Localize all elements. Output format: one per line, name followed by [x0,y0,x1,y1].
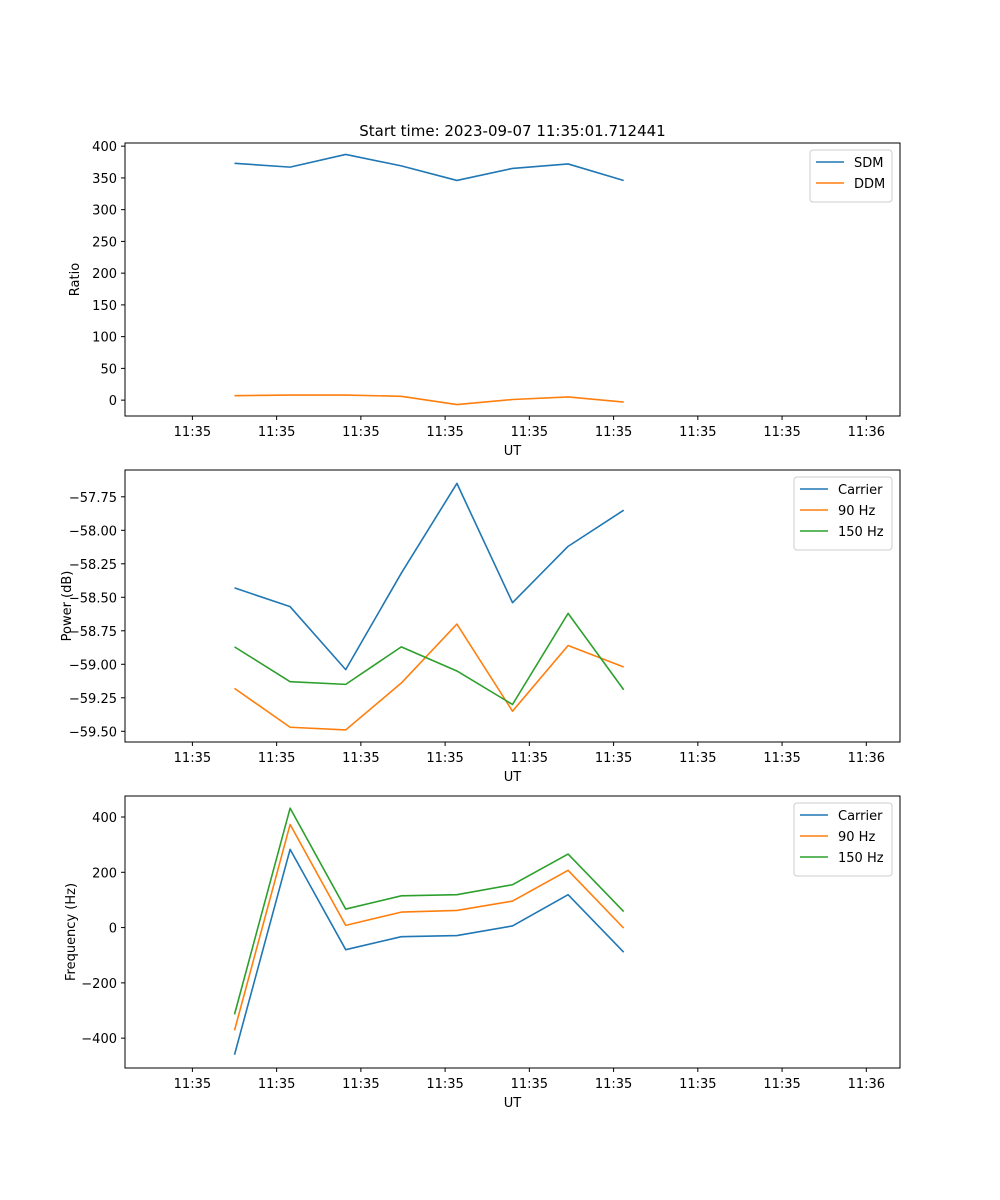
ratio-xtick-label: 11:35 [426,425,463,440]
power-ytick-label: −57.75 [69,491,117,506]
ratio-xtick-label: 11:35 [174,425,211,440]
power-ytick-label: −58.25 [69,558,117,573]
frequency-legend-label: Carrier [838,809,883,824]
power-xtick-label: 11:35 [174,751,211,766]
frequency-xtick-label: 11:36 [848,1077,885,1092]
ratio-xtick-label: 11:35 [763,425,800,440]
ratio-series-ddm [234,394,624,406]
ratio-ylabel: Ratio [68,263,83,296]
chart-ratio: 11:35 11:35 11:35 11:35 11:35 11:35 11:35 11:35… [68,140,901,459]
frequency-ytick-label: 0 [109,922,117,937]
power-ytick-label: −59.25 [69,692,117,707]
power-ytick-label: −58.75 [69,625,117,640]
frequency-series-carrier [233,848,625,1055]
panels: 11:35 11:35 11:35 11:35 11:35 11:35 11:35 11:35… [60,140,901,1111]
power-legend: Carrier 90 Hz 150 Hz [793,476,893,551]
frequency-xlabel: UT [504,1096,522,1111]
ratio-ytick-label: 250 [92,235,117,250]
ratio-legend: SDM DDM [809,149,893,203]
ratio-ytick-label: 100 [92,331,117,346]
power-xtick-label: 11:36 [848,751,885,766]
ratio-xtick-label: 11:35 [342,425,379,440]
frequency-ytick-label: 200 [92,866,117,881]
ratio-ytick-label: 200 [92,267,117,282]
power-xlabel: UT [504,770,522,785]
chart-power: 11:35 11:35 11:35 11:35 11:35 11:35 11:35 11:35… [60,469,901,785]
ratio-legend-box [809,149,893,203]
ratio-ytick-label: 50 [100,362,117,377]
power-xtick-label: 11:35 [258,751,295,766]
frequency-legend-label: 150 Hz [838,851,884,866]
power-xtick-label: 11:35 [342,751,379,766]
power-series-90-hz [234,623,624,731]
power-xtick-label: 11:35 [763,751,800,766]
frequency-legend-label: 90 Hz [838,830,875,845]
frequency-ytick-label: 400 [92,811,117,826]
ratio-xtick-label: 11:35 [595,425,632,440]
figure-title: Start time: 2023-09-07 11:35:01.712441 [359,122,665,140]
chart-frequency: 11:35 11:35 11:35 11:35 11:35 11:35 11:35 11:35… [64,795,901,1111]
power-legend-label: Carrier [838,483,883,498]
frequency-xtick-label: 11:35 [258,1077,295,1092]
ratio-legend-label: SDM [854,156,883,171]
frequency-series-90-hz [233,823,625,1031]
power-xtick-label: 11:35 [679,751,716,766]
frequency-series-150-hz [233,807,625,1015]
frequency-xtick-label: 11:35 [511,1077,548,1092]
power-ylabel: Power (dB) [60,571,75,642]
power-series-150-hz [234,612,625,706]
ratio-ytick-label: 400 [92,140,117,155]
ratio-ytick-label: 0 [109,394,117,409]
power-legend-label: 150 Hz [838,525,884,540]
ratio-xlabel: UT [504,444,522,459]
ratio-ytick-label: 300 [92,204,117,219]
ratio-xtick-label: 11:35 [511,425,548,440]
ratio-series-sdm [234,153,624,182]
power-xtick-label: 11:35 [426,751,463,766]
ratio-legend-label: DDM [854,177,885,192]
power-ytick-label: −58.50 [69,591,117,606]
power-ytick-label: −59.50 [69,725,117,740]
frequency-legend: Carrier 90 Hz 150 Hz [793,802,893,877]
frequency-ylabel: Frequency (Hz) [64,883,79,981]
frequency-ytick-label: −200 [81,977,117,992]
power-series-carrier [234,482,625,671]
frequency-xtick-label: 11:35 [679,1077,716,1092]
frequency-xtick-label: 11:35 [426,1077,463,1092]
power-xtick-label: 11:35 [595,751,632,766]
power-legend-label: 90 Hz [838,504,875,519]
frequency-xtick-label: 11:35 [342,1077,379,1092]
power-ytick-label: −58.00 [69,524,117,539]
power-plot-area [124,469,901,743]
ratio-xtick-label: 11:35 [679,425,716,440]
ratio-xtick-label: 11:35 [258,425,295,440]
ratio-xtick-label: 11:36 [848,425,885,440]
frequency-xtick-label: 11:35 [174,1077,211,1092]
ratio-ytick-label: 350 [92,172,117,187]
ratio-ytick-label: 150 [92,299,117,314]
frequency-plot-area [124,795,901,1069]
ratio-plot-area [124,142,901,417]
frequency-xtick-label: 11:35 [763,1077,800,1092]
frequency-xtick-label: 11:35 [595,1077,632,1092]
frequency-ytick-label: −400 [81,1032,117,1047]
power-ytick-label: −59.00 [69,658,117,673]
power-xtick-label: 11:35 [511,751,548,766]
